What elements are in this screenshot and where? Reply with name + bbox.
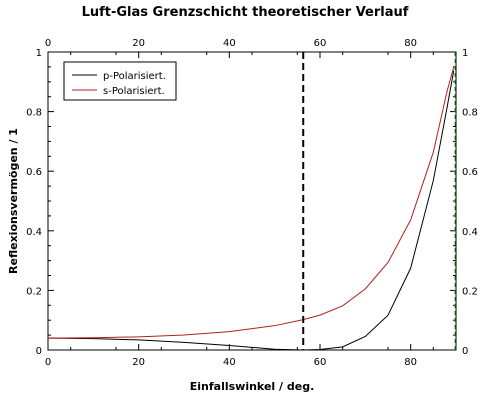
x-tick-label-top: 80: [404, 38, 417, 49]
legend-box: [63, 61, 177, 101]
series-lines: [47, 52, 456, 351]
y-tick-label-right: 0.4: [462, 227, 478, 238]
y-tick-label-right: 0: [462, 346, 468, 357]
x-tick-label-bottom: 60: [314, 357, 327, 368]
y-tick-label-right: 1: [462, 48, 468, 59]
x-tick-label-bottom: 20: [132, 357, 145, 368]
chart-title: Luft-Glas Grenzschicht theoretischer Ver…: [82, 5, 409, 20]
y-axis-label: Reflexionsvermögen / 1: [7, 128, 20, 274]
legend-label-s: s-Polarisiert.: [103, 86, 165, 97]
x-tick-label-bottom: 0: [45, 357, 51, 368]
y-tick-label-right: 0.8: [462, 108, 478, 119]
x-tick-label-top: 0: [45, 38, 51, 49]
x-tick-label-top: 60: [314, 38, 327, 49]
y-tick-label-left: 0.6: [26, 167, 42, 178]
y-tick-label-right: 0.2: [462, 286, 478, 297]
x-tick-label-top: 40: [223, 38, 236, 49]
y-tick-label-left: 0.2: [26, 286, 42, 297]
x-tick-label-bottom: 80: [404, 357, 417, 368]
legend-label-p: p-Polarisiert.: [103, 71, 166, 82]
series-line-p: [47, 70, 455, 351]
y-tick-label-left: 0: [36, 346, 42, 357]
y-tick-label-left: 1: [36, 48, 42, 59]
y-tick-label-right: 0.6: [462, 167, 478, 178]
x-tick-label-bottom: 40: [223, 357, 236, 368]
y-tick-label-left: 0.8: [26, 108, 42, 119]
x-tick-label-top: 20: [132, 38, 145, 49]
x-axis-label: Einfallswinkel / deg.: [190, 380, 315, 393]
legend: p-Polarisiert. s-Polarisiert.: [63, 61, 177, 101]
y-tick-label-left: 0.4: [26, 227, 42, 238]
series-line-s: [47, 66, 455, 339]
